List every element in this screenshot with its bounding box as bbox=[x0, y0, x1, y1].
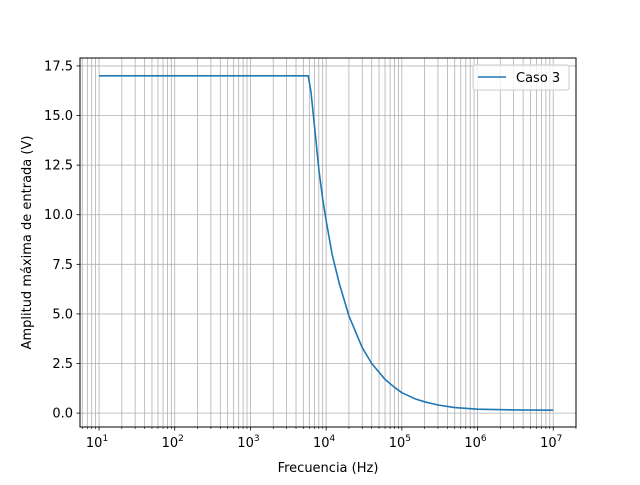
x-axis-label: Frecuencia (Hz) bbox=[278, 461, 379, 476]
plot-frame bbox=[79, 57, 577, 428]
y-tick-label: 2.5 bbox=[52, 357, 73, 372]
series-line-caso-3 bbox=[99, 75, 554, 411]
y-tick-label: 15.0 bbox=[44, 109, 73, 124]
y-tick-label: 17.5 bbox=[44, 59, 73, 74]
y-tick-label: 7.5 bbox=[52, 258, 73, 273]
legend-label: Caso 3 bbox=[516, 71, 560, 86]
axis-ticks: 101 102 103 104 105 106 107 0.0 2.5 5.0 7.5 10.0 12.… bbox=[44, 59, 577, 451]
x-tick-label: 105 bbox=[389, 434, 411, 451]
x-tick-label: 106 bbox=[464, 434, 487, 451]
x-tick-label: 103 bbox=[237, 434, 259, 451]
y-tick-label: 5.0 bbox=[52, 307, 73, 322]
legend: Caso 3 bbox=[472, 64, 570, 91]
x-tick-label: 107 bbox=[540, 434, 562, 451]
grid bbox=[80, 58, 577, 427]
y-tick-label: 10.0 bbox=[44, 208, 73, 223]
y-tick-label: 0.0 bbox=[52, 407, 73, 422]
x-tick-label: 104 bbox=[313, 434, 336, 451]
x-tick-label: 101 bbox=[86, 434, 108, 451]
legend-box bbox=[472, 64, 570, 91]
y-axis-label: Amplitud máxima de entrada (V) bbox=[20, 136, 35, 350]
y-tick-label: 12.5 bbox=[44, 159, 73, 174]
x-tick-label: 102 bbox=[162, 434, 184, 451]
series-layer bbox=[99, 75, 554, 411]
